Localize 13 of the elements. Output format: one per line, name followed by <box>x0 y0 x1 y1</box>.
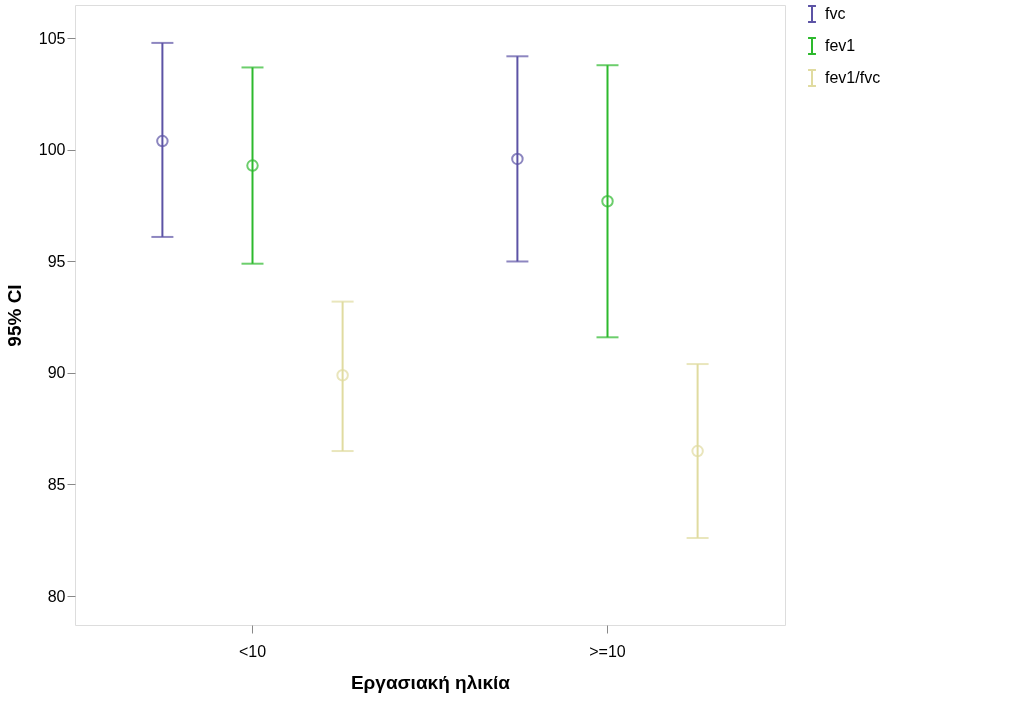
y-tick-label: 80 <box>47 587 66 605</box>
y-tick-label: 100 <box>38 141 66 159</box>
x-axis-title: Εργασιακή ηλικία <box>350 671 511 693</box>
x-tick-label: <10 <box>238 642 267 660</box>
y-tick-label: 95 <box>47 252 66 270</box>
legend-label: fev1/fvc <box>825 69 881 86</box>
legend-label: fev1 <box>825 37 856 54</box>
x-tick-label: >=10 <box>589 642 626 660</box>
y-tick-label: 90 <box>47 364 66 382</box>
y-tick-label: 105 <box>38 29 66 47</box>
legend-label: fvc <box>825 5 846 22</box>
y-axis-title: 95% CI <box>3 284 25 347</box>
y-tick-label: 85 <box>47 476 66 493</box>
